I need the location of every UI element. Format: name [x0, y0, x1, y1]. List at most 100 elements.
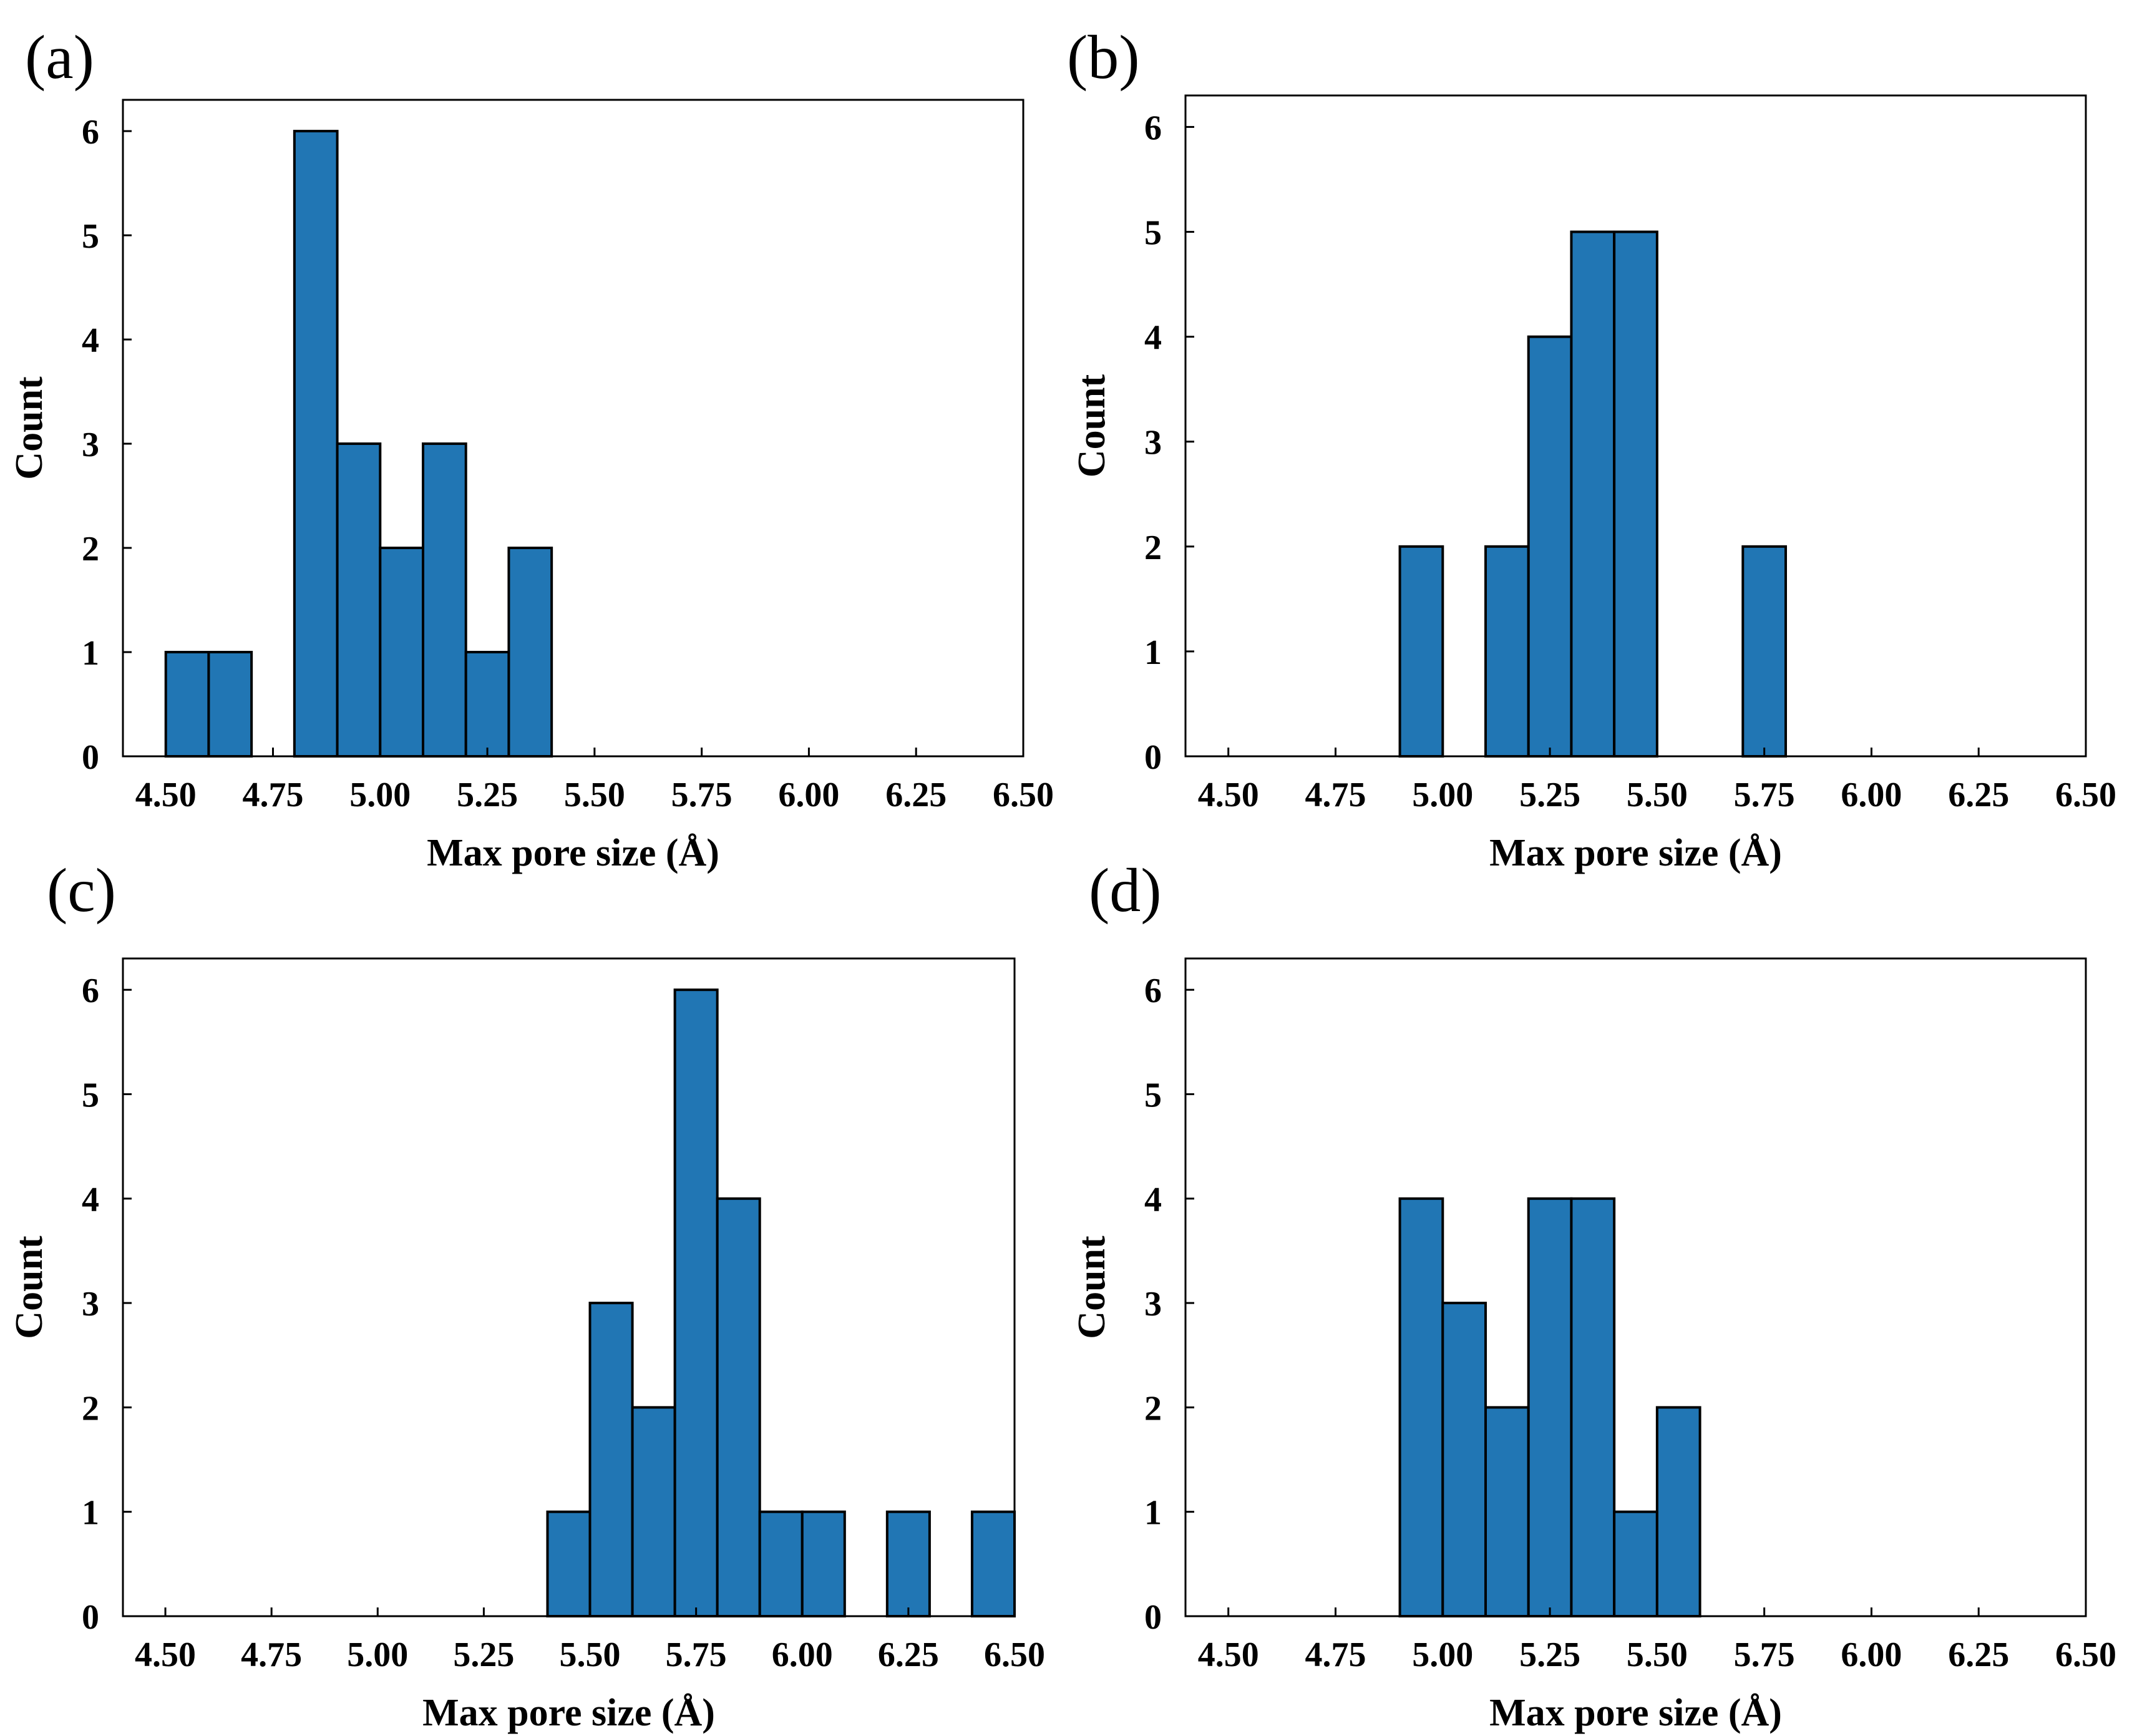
y-tick-label: 1 — [82, 634, 99, 673]
histogram-panel-b: 4.50 4.75 5.00 5.25 5.50 5.75 6.00 6.25 6.50 0 1 2 3… — [1067, 22, 2116, 874]
histogram-bar — [164, 651, 210, 758]
plot-frame — [122, 99, 1025, 758]
x-tick-label: 4.50 — [1198, 776, 1259, 814]
y-tick-label: 0 — [82, 1598, 99, 1637]
y-tick-label: 2 — [82, 1389, 99, 1428]
histogram-bar — [1484, 545, 1530, 758]
histogram-bar — [1398, 1197, 1444, 1618]
y-tick-label: 3 — [1144, 1285, 1162, 1324]
y-axis-label: Count — [1071, 1236, 1113, 1339]
x-tick-label: 5.25 — [1519, 776, 1580, 814]
histogram-bar — [336, 442, 382, 758]
y-tick-label: 2 — [1144, 1389, 1162, 1428]
x-tick-label: 4.75 — [1305, 1636, 1366, 1674]
histogram-bar — [1741, 545, 1787, 758]
histogram-bar — [716, 1197, 761, 1618]
y-tick-label: 5 — [82, 1076, 99, 1114]
x-tick-label: 4.75 — [1305, 776, 1366, 814]
histogram-bar — [1613, 230, 1658, 758]
x-tick-label: 4.50 — [135, 776, 197, 814]
x-tick-label: 5.75 — [671, 776, 733, 814]
x-tick-label: 5.00 — [1412, 776, 1473, 814]
x-tick-label: 5.00 — [347, 1636, 408, 1674]
y-tick-label: 4 — [1144, 319, 1162, 358]
y-tick-label: 6 — [82, 113, 99, 152]
histogram-bar — [885, 1510, 931, 1618]
y-tick-label: 5 — [1144, 1076, 1162, 1114]
x-tick-label: 6.00 — [1841, 1636, 1902, 1674]
x-tick-label: 5.50 — [560, 1636, 621, 1674]
y-tick-label: 1 — [1144, 1494, 1162, 1533]
x-tick-label: 4.50 — [1198, 1636, 1259, 1674]
x-axis-label: Max pore size (Å) — [422, 1692, 715, 1734]
x-tick-label: 6.00 — [772, 1636, 833, 1674]
y-tick-label: 6 — [82, 972, 99, 1010]
panel-label: (a) — [25, 22, 94, 92]
x-axis-label: Max pore size (Å) — [427, 832, 719, 874]
histogram-bar — [1484, 1406, 1530, 1617]
plot-frame — [1184, 957, 2087, 1617]
histogram-bar — [673, 988, 719, 1617]
histogram-bar — [1570, 1197, 1616, 1618]
histogram-bar — [379, 547, 424, 758]
x-tick-label: 6.50 — [2055, 1636, 2116, 1674]
x-tick-label: 5.00 — [349, 776, 411, 814]
histogram-bar — [1613, 1510, 1658, 1618]
x-tick-label: 5.75 — [1734, 1636, 1795, 1674]
plot-frame — [1184, 94, 2087, 758]
histogram-bar — [758, 1510, 804, 1618]
y-tick-label: 4 — [1144, 1181, 1162, 1219]
x-tick-label: 6.25 — [885, 776, 947, 814]
y-tick-label: 5 — [82, 217, 99, 256]
y-tick-label: 2 — [1144, 529, 1162, 567]
x-tick-label: 6.25 — [1948, 1636, 2009, 1674]
histogram-bar — [1527, 1197, 1573, 1618]
x-tick-label: 5.50 — [1627, 1636, 1688, 1674]
histogram-bar — [631, 1406, 676, 1617]
histogram-bar — [1398, 545, 1444, 758]
histogram-panel-d: 4.50 4.75 5.00 5.25 5.50 5.75 6.00 6.25 6.50 0 1 2 3… — [1071, 856, 2116, 1734]
x-tick-label: 6.00 — [778, 776, 839, 814]
histogram-bar — [507, 547, 553, 758]
histogram-panel-c: 4.50 4.75 5.00 5.25 5.50 5.75 6.00 6.25 6.50 0 1 2 3… — [8, 856, 1045, 1734]
histogram-bar — [970, 1510, 1016, 1618]
histogram-bar — [546, 1510, 591, 1618]
y-tick-label: 5 — [1144, 214, 1162, 253]
x-axis-label: Max pore size (Å) — [1489, 832, 1782, 874]
histogram-bar — [207, 651, 253, 758]
y-tick-label: 0 — [1144, 1598, 1162, 1637]
y-tick-label: 6 — [1144, 972, 1162, 1010]
x-tick-label: 6.50 — [984, 1636, 1045, 1674]
x-tick-label: 5.75 — [1734, 776, 1795, 814]
x-tick-label: 5.25 — [453, 1636, 514, 1674]
y-tick-label: 0 — [1144, 738, 1162, 777]
panel-label: (b) — [1067, 22, 1140, 92]
plot-frame — [122, 957, 1016, 1617]
x-tick-label: 5.75 — [666, 1636, 727, 1674]
x-tick-label: 6.25 — [1948, 776, 2009, 814]
x-tick-label: 6.50 — [993, 776, 1054, 814]
x-tick-label: 4.75 — [243, 776, 304, 814]
y-tick-label: 3 — [82, 1285, 99, 1324]
x-tick-label: 5.25 — [1519, 1636, 1580, 1674]
y-tick-label: 6 — [1144, 109, 1162, 147]
x-tick-label: 6.00 — [1841, 776, 1902, 814]
panel-label: (d) — [1089, 856, 1162, 925]
x-tick-label: 5.25 — [457, 776, 518, 814]
x-tick-label: 6.25 — [878, 1636, 939, 1674]
y-tick-label: 3 — [82, 426, 99, 464]
y-tick-label: 0 — [82, 738, 99, 777]
x-tick-label: 4.50 — [135, 1636, 196, 1674]
histogram-bar — [1527, 335, 1573, 758]
y-axis-label: Count — [8, 1236, 51, 1339]
y-tick-label: 3 — [1144, 424, 1162, 462]
histogram-bar — [1655, 1406, 1701, 1617]
histogram-bar — [422, 442, 467, 758]
histogram-bar — [1441, 1302, 1487, 1617]
panel-label: (c) — [47, 856, 116, 925]
y-tick-label: 2 — [82, 530, 99, 568]
histogram-bar — [293, 130, 339, 758]
histogram-bar — [464, 651, 510, 758]
x-tick-label: 4.75 — [241, 1636, 302, 1674]
